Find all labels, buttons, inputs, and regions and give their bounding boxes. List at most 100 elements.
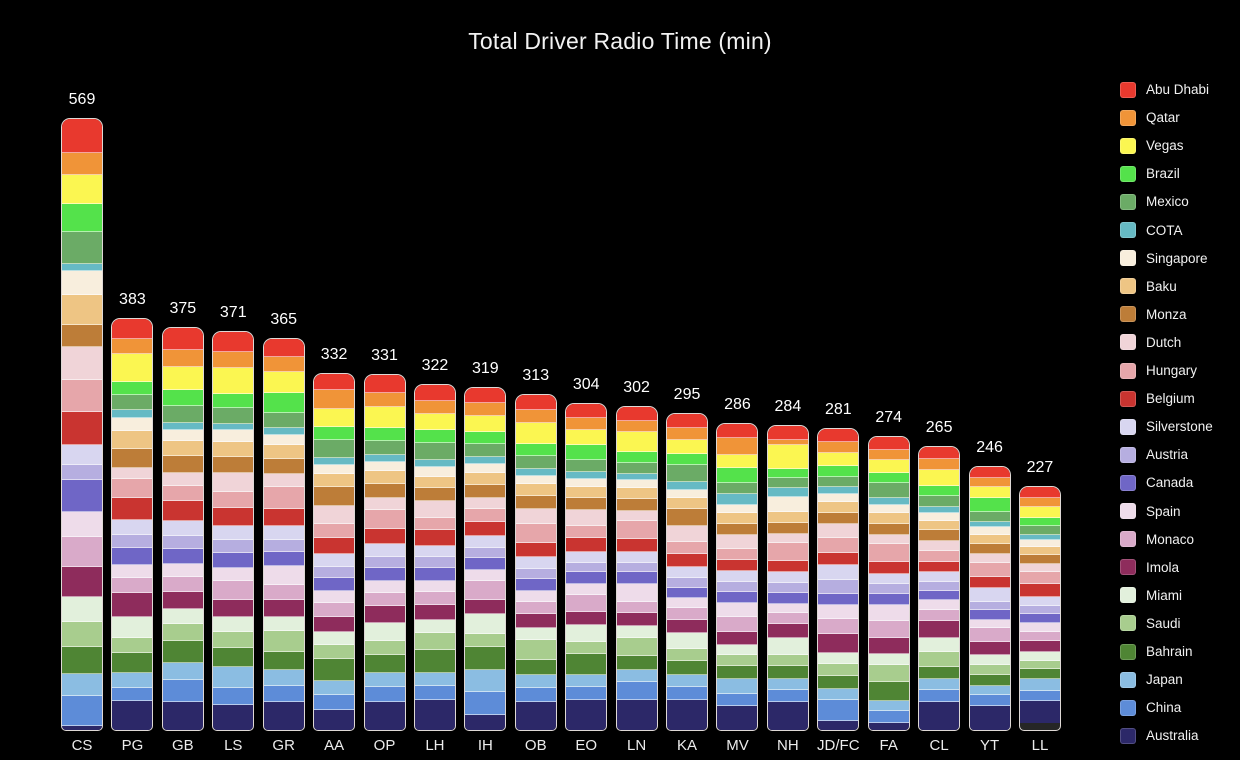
legend-label: Singapore — [1146, 250, 1208, 266]
legend-item: Vegas — [1120, 137, 1184, 154]
bar-segment — [213, 351, 254, 368]
bar-segment — [515, 422, 556, 445]
bar-segment — [112, 353, 153, 382]
bar-segment — [263, 445, 304, 460]
bar-segment — [162, 641, 203, 663]
bar-segment — [717, 571, 758, 583]
bar-segment — [213, 430, 254, 443]
legend-item: Qatar — [1120, 109, 1180, 126]
x-axis-label: LH — [425, 737, 445, 754]
bar-segment — [263, 392, 304, 414]
bar-segment — [919, 486, 960, 497]
bar-segment — [616, 638, 657, 657]
bar-segment — [263, 685, 304, 702]
bar-segment — [364, 375, 405, 393]
bar-segment — [919, 561, 960, 573]
x-axis-label: JD/FC — [817, 737, 860, 754]
bar-segment — [868, 573, 909, 585]
bar-segment — [818, 487, 859, 494]
bar-segment — [465, 714, 506, 730]
bar-segment — [868, 473, 909, 484]
bar-segment — [414, 568, 455, 582]
bar-segment — [515, 659, 556, 675]
bar-segment — [414, 557, 455, 569]
legend-item: COTA — [1120, 222, 1183, 239]
bar-segment — [62, 673, 102, 697]
bar-segment — [465, 508, 506, 522]
bar-segment — [162, 680, 203, 702]
bar-segment — [62, 536, 102, 568]
bar-segment — [314, 524, 355, 539]
bar-segment — [263, 372, 304, 393]
bar-segment — [62, 204, 102, 233]
bar-segment — [112, 638, 153, 654]
x-axis-label: KA — [677, 737, 698, 754]
legend-label: Imola — [1146, 559, 1180, 575]
bar-segment — [667, 686, 708, 700]
bar-segment — [868, 498, 909, 505]
bar-segment — [667, 674, 708, 687]
bar-segment — [818, 564, 859, 580]
bar-segment — [515, 444, 556, 457]
bar-segment — [414, 699, 455, 730]
legend-label: Dutch — [1146, 334, 1182, 350]
legend-swatch — [1120, 165, 1136, 182]
bar-segment — [112, 700, 153, 730]
bar-total-label: 383 — [119, 291, 146, 309]
bar-segment — [717, 483, 758, 494]
bar-segment — [969, 487, 1010, 499]
bar-segment — [314, 464, 355, 475]
bar-total-label: 304 — [572, 376, 600, 394]
bar-segment — [969, 655, 1010, 666]
legend-label: COTA — [1146, 222, 1183, 238]
legend-swatch — [1120, 334, 1136, 351]
bar-segment — [263, 428, 304, 435]
bar-segment — [1019, 540, 1060, 547]
bar-segment — [1019, 669, 1060, 680]
legend-item: Dutch — [1120, 334, 1181, 351]
bar-cl — [918, 445, 961, 731]
bar-segment — [314, 390, 355, 409]
bar-segment — [62, 512, 102, 537]
legend-label: Saudi — [1146, 615, 1181, 631]
bar-segment — [515, 543, 556, 558]
x-axis-label: AA — [324, 737, 345, 754]
bar-segment — [1019, 597, 1060, 606]
bar-segment — [818, 502, 859, 514]
bar-segment — [919, 701, 960, 730]
bar-segment — [364, 529, 405, 545]
bar-segment — [465, 558, 506, 571]
bar-segment — [1019, 487, 1060, 499]
bar-total-label: 371 — [219, 304, 247, 322]
bar-segment — [465, 535, 506, 548]
bar-segment — [969, 642, 1010, 656]
bar-segment — [566, 510, 607, 527]
bar-segment — [868, 460, 909, 474]
bar-segment — [616, 406, 657, 421]
bar-segment — [162, 576, 203, 592]
x-axis-label: GB — [171, 737, 194, 754]
bar-segment — [969, 674, 1010, 686]
x-axis-label: IH — [477, 737, 493, 754]
bar-segment — [112, 468, 153, 479]
bar-segment — [616, 479, 657, 489]
bar-segment — [969, 544, 1010, 555]
bar-segment — [414, 501, 455, 518]
bar-segment — [616, 656, 657, 671]
bar-segment — [515, 475, 556, 485]
bar-segment — [818, 594, 859, 605]
legend-label: Monaco — [1146, 531, 1195, 547]
legend-swatch — [1120, 671, 1136, 688]
legend-item: Canada — [1120, 474, 1193, 491]
bar-segment — [767, 655, 808, 667]
x-axis-label: MV — [726, 737, 749, 754]
bar-segment — [969, 619, 1010, 629]
bar-segment — [213, 704, 254, 730]
bar-segment — [515, 640, 556, 660]
bar-ob — [514, 393, 557, 731]
bar-segment — [868, 711, 909, 724]
bar-segment — [818, 553, 859, 565]
bar-segment — [919, 470, 960, 487]
bar-segment — [717, 666, 758, 680]
legend-item: Belgium — [1120, 390, 1195, 407]
